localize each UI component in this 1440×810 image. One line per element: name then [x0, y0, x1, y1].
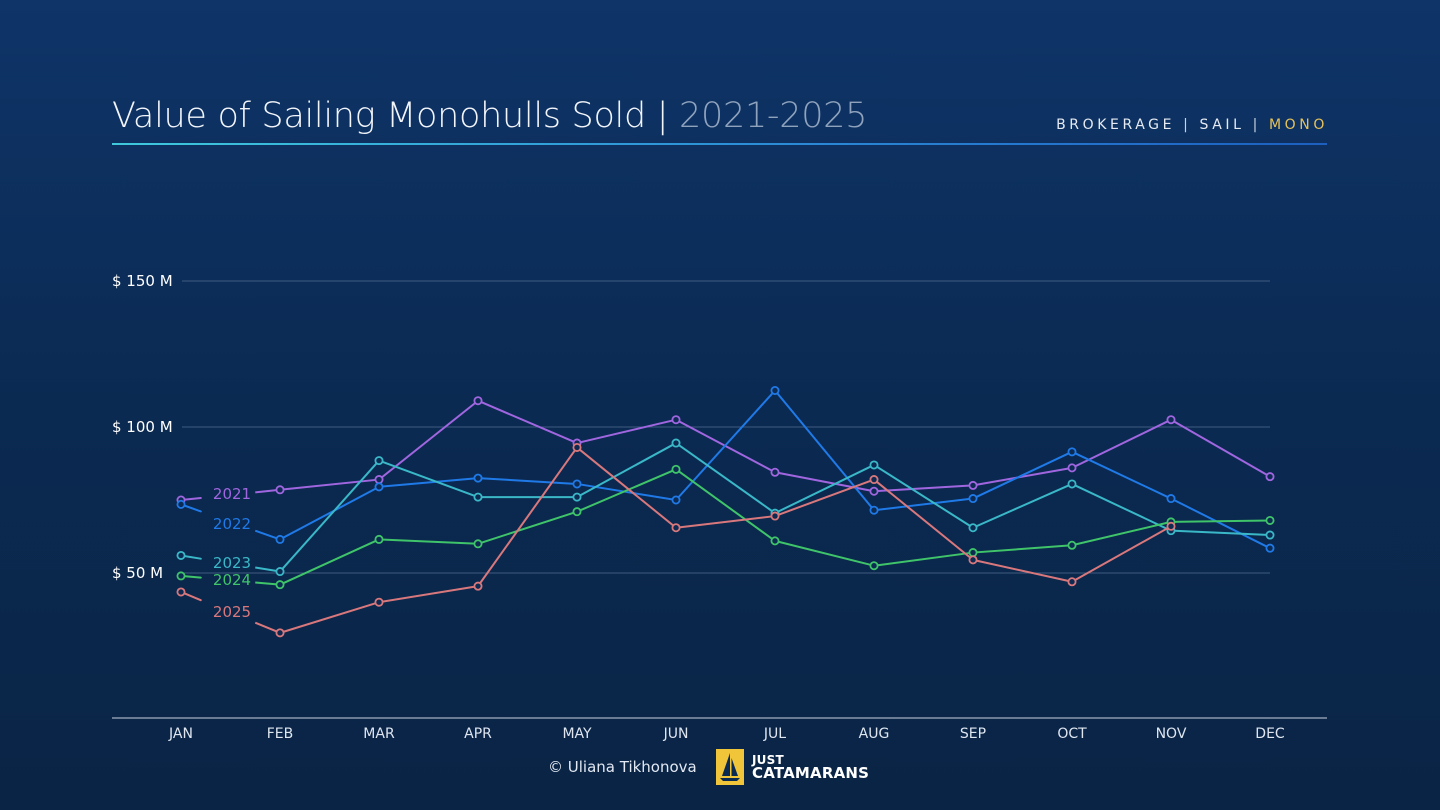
x-tick-label: APR	[464, 726, 492, 742]
category-tags: BROKERAGE | SAIL | MONO	[1056, 117, 1328, 133]
series-line-2021	[255, 399, 1271, 494]
y-tick-label: $ 50 M	[112, 564, 163, 582]
data-point-2024	[275, 580, 285, 590]
data-point-2025	[473, 581, 483, 591]
data-point-2022	[968, 494, 978, 504]
just-catamarans-logo[interactable]: JUST CATAMARANS	[716, 749, 869, 785]
chart-title: Value of Sailing Monohulls Sold | 2021-2…	[112, 96, 867, 136]
sailboat-icon	[716, 749, 744, 785]
logo-wordmark: JUST CATAMARANS	[752, 753, 870, 782]
series-label-2023: 2023	[213, 554, 251, 572]
data-point-2023	[176, 550, 186, 560]
data-point-2025	[374, 597, 384, 607]
series-line-2022	[254, 389, 1271, 550]
series-line-2024	[255, 468, 1271, 586]
x-tick-label: JUN	[663, 726, 689, 742]
data-point-2021	[770, 467, 780, 477]
tag-separator: |	[1252, 117, 1261, 133]
series-label-2021: 2021	[213, 485, 251, 503]
x-tick-label: FEB	[267, 726, 294, 742]
title-main: Value of Sailing Monohulls Sold |	[112, 96, 680, 136]
data-point-2024	[374, 534, 384, 544]
data-point-2023	[869, 460, 879, 470]
data-point-2024	[671, 464, 681, 474]
data-point-2022	[572, 479, 582, 489]
y-tick-label: $ 150 M	[112, 272, 173, 290]
data-point-2025	[572, 442, 582, 452]
series-line-2023	[255, 442, 1271, 573]
series-label-2022: 2022	[213, 515, 251, 533]
credit-text: © Uliana Tikhonova	[548, 758, 697, 776]
data-point-2021	[275, 485, 285, 495]
data-point-2022	[671, 495, 681, 505]
data-point-2022	[1265, 543, 1275, 553]
data-point-2023	[1067, 479, 1077, 489]
data-point-2024	[770, 536, 780, 546]
data-point-2024	[473, 539, 483, 549]
x-tick-label: MAR	[363, 726, 395, 742]
data-point-2022	[176, 499, 186, 509]
data-point-2024	[1265, 515, 1275, 525]
data-point-2022	[1166, 494, 1176, 504]
x-tick-label: NOV	[1156, 726, 1187, 742]
tag-separator: |	[1183, 117, 1192, 133]
x-tick-label: JUL	[763, 726, 786, 742]
tag-brokerage[interactable]: BROKERAGE	[1056, 117, 1176, 133]
data-point-2025	[1067, 577, 1077, 587]
data-point-2022	[770, 385, 780, 395]
data-point-2021	[968, 480, 978, 490]
data-point-2024	[869, 561, 879, 571]
title-underline	[112, 143, 1327, 145]
tag-mono[interactable]: MONO	[1269, 117, 1328, 133]
data-point-2024	[572, 507, 582, 517]
data-point-2023	[671, 438, 681, 448]
data-point-2023	[275, 567, 285, 577]
data-point-2023	[968, 523, 978, 533]
logo-line-1: JUST	[752, 753, 784, 767]
x-tick-label: MAY	[562, 726, 592, 742]
data-point-2025	[869, 475, 879, 485]
x-tick-label: OCT	[1057, 726, 1087, 742]
data-point-2024	[1067, 540, 1077, 550]
data-point-2025	[671, 523, 681, 533]
data-point-2022	[275, 534, 285, 544]
data-point-2023	[572, 492, 582, 502]
tag-sail[interactable]: SAIL	[1199, 117, 1245, 133]
data-point-2023	[1265, 530, 1275, 540]
logo-line-2: CATAMARANS	[752, 764, 870, 782]
x-tick-label: SEP	[960, 726, 986, 742]
data-point-2025	[1166, 521, 1176, 531]
data-point-2025	[770, 511, 780, 521]
data-point-2021	[1067, 463, 1077, 473]
data-point-2025	[176, 587, 186, 597]
data-point-2023	[374, 456, 384, 466]
series-label-2024: 2024	[213, 571, 251, 589]
data-point-2021	[671, 415, 681, 425]
data-point-2022	[473, 473, 483, 483]
data-point-2021	[1265, 472, 1275, 482]
data-point-2022	[869, 505, 879, 515]
data-point-2021	[473, 396, 483, 406]
x-tick-label: DEC	[1255, 726, 1285, 742]
x-tick-label: AUG	[859, 726, 890, 742]
data-point-2024	[968, 548, 978, 558]
title-years: 2021-2025	[679, 96, 868, 136]
data-point-2021	[1166, 415, 1176, 425]
y-tick-label: $ 100 M	[112, 418, 173, 436]
data-point-2021	[374, 475, 384, 485]
series-label-2025: 2025	[213, 603, 251, 621]
x-tick-label: JAN	[168, 726, 193, 742]
data-point-2025	[275, 628, 285, 638]
data-point-2024	[176, 571, 186, 581]
data-point-2025	[968, 555, 978, 565]
data-point-2022	[374, 482, 384, 492]
data-point-2022	[1067, 447, 1077, 457]
data-point-2023	[473, 492, 483, 502]
data-point-2021	[869, 486, 879, 496]
